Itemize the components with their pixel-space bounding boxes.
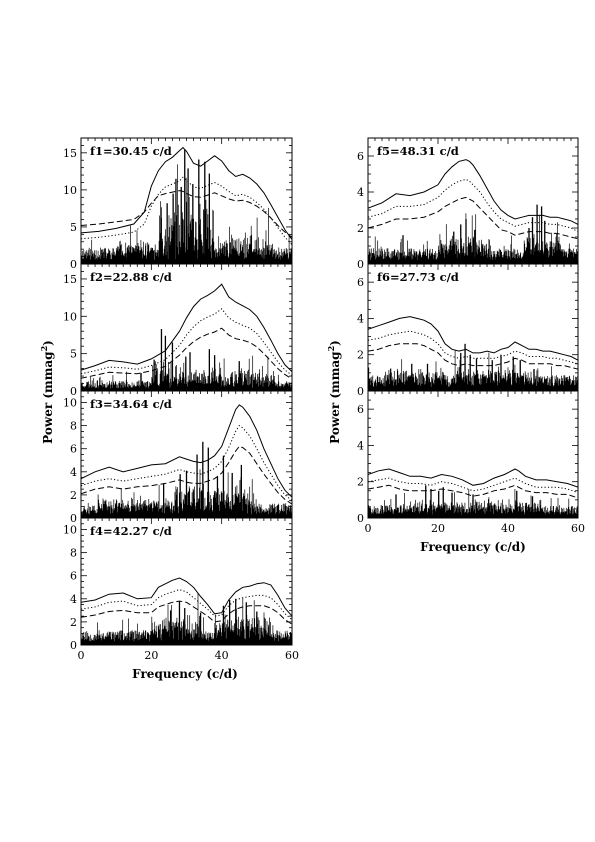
- ytick-label-p1: 0: [70, 258, 77, 271]
- ytick-label-p1: 10: [63, 184, 77, 197]
- x-axis-title-right: Frequency (c/d): [420, 540, 526, 554]
- panel-label-p4: f4=42.27 c/d: [90, 524, 172, 538]
- curve-dashed-p6: [368, 343, 578, 370]
- y-axis-title-right-sup: 2: [326, 346, 336, 352]
- spectrum-p5: [368, 213, 578, 264]
- y-axis-title-right-close: ): [328, 340, 342, 346]
- y-axis-title-left: Power (mmag2): [39, 340, 55, 444]
- ytick-label-p2: 10: [63, 310, 77, 323]
- ytick-label-p2: 5: [70, 348, 77, 361]
- xtick-label-p4: 20: [144, 649, 158, 662]
- ytick-label-p7: 0: [357, 512, 364, 525]
- ytick-label-p6: 6: [357, 276, 364, 289]
- curve-solid-p1: [81, 146, 292, 240]
- curve-dotted-p6: [368, 330, 578, 365]
- curve-dashed-p2: [81, 327, 292, 380]
- panel-p6: 0 2 4 6 f6=27.73 c/d: [357, 263, 579, 398]
- ytick-label-p1: 15: [63, 147, 77, 160]
- curve-solid-p3: [81, 404, 292, 498]
- curve-dotted-p1: [81, 176, 292, 246]
- ytick-label-p3: 8: [70, 420, 77, 433]
- panel-label-p6: f6=27.73 c/d: [377, 270, 459, 284]
- xtick-label-p7: 20: [431, 522, 445, 535]
- ytick-label-p5: 0: [357, 258, 364, 271]
- xtick-label-p7: 0: [365, 522, 372, 535]
- panel-p3: 0 2 4 6 8 10 f3=34.64 c/d: [63, 390, 293, 525]
- curve-solid-p2: [81, 283, 292, 372]
- spectrum-p1: [81, 164, 292, 264]
- y-axis-title-left-close: ): [41, 340, 55, 346]
- ytick-label-p7: 6: [357, 403, 364, 416]
- ytick-label-p3: 10: [63, 397, 77, 410]
- ytick-label-p4: 10: [63, 524, 77, 537]
- ytick-label-p4: 4: [70, 593, 77, 606]
- panel-p1: 0 5 10 15 f1=30.45 c/d: [63, 137, 293, 271]
- xtick-label-p4: 40: [215, 649, 229, 662]
- x-axis-title-left: Frequency (c/d): [132, 667, 238, 681]
- panel-label-p1: f1=30.45 c/d: [90, 144, 172, 158]
- curve-dotted-p5: [368, 178, 578, 233]
- ytick-label-p2: 0: [70, 385, 77, 398]
- panels-group: 0 5 10 15 f1=30.45 c/d 0 5 10 15 f2=22.88 c/d 0 2 4 6…: [63, 137, 585, 662]
- y-axis-title-left-main: Power (mmag: [41, 351, 55, 444]
- ytick-label-p4: 0: [70, 639, 77, 652]
- curve-solid-p4: [81, 577, 292, 617]
- curve-solid-p7: [368, 468, 578, 488]
- curve-dotted-p2: [81, 308, 292, 376]
- ytick-label-p3: 6: [70, 443, 77, 456]
- curve-dashed-p3: [81, 445, 292, 505]
- spectrum-p4: [81, 593, 292, 645]
- ytick-label-p4: 2: [70, 616, 77, 629]
- ytick-label-p7: 2: [357, 476, 364, 489]
- ytick-label-p3: 2: [70, 489, 77, 502]
- xtick-label-p4: 60: [285, 649, 299, 662]
- ytick-label-p4: 8: [70, 547, 77, 560]
- xtick-label-p7: 40: [501, 522, 515, 535]
- curve-dashed-p4: [81, 600, 292, 625]
- panel-label-p5: f5=48.31 c/d: [377, 144, 459, 158]
- curve-solid-p6: [368, 316, 578, 361]
- ytick-label-p3: 0: [70, 512, 77, 525]
- y-axis-title-right-main: Power (mmag: [328, 351, 342, 444]
- ytick-label-p7: 4: [357, 439, 364, 452]
- panel-p5: 0 2 4 6 f5=48.31 c/d: [357, 137, 579, 271]
- curve-dotted-p7: [368, 477, 578, 494]
- ytick-label-p6: 0: [357, 385, 364, 398]
- y-axis-title-left-sup: 2: [39, 346, 49, 352]
- spectrum-p6: [368, 350, 578, 391]
- ytick-label-p5: 2: [357, 222, 364, 235]
- y-axis-title-right: Power (mmag2): [326, 340, 342, 444]
- ytick-label-p2: 15: [63, 273, 77, 286]
- ytick-label-p4: 6: [70, 570, 77, 583]
- xtick-label-p4: 0: [78, 649, 85, 662]
- panel-label-p3: f3=34.64 c/d: [90, 397, 172, 411]
- curve-solid-p5: [368, 159, 578, 225]
- panel-label-p2: f2=22.88 c/d: [90, 270, 172, 284]
- panel-p2: 0 5 10 15 f2=22.88 c/d: [63, 263, 293, 398]
- xtick-label-p7: 60: [571, 522, 585, 535]
- panel-p4: 0 2 4 6 8 10 0 20 40 60 f4=42.27 c/d: [63, 517, 299, 662]
- ytick-label-p3: 4: [70, 466, 77, 479]
- ytick-label-p6: 2: [357, 349, 364, 362]
- ytick-label-p1: 5: [70, 221, 77, 234]
- curve-dashed-p1: [81, 190, 292, 238]
- curve-dashed-p5: [368, 196, 578, 240]
- ytick-label-p5: 4: [357, 186, 364, 199]
- ytick-label-p5: 6: [357, 150, 364, 163]
- curve-dashed-p7: [368, 484, 578, 499]
- curve-dotted-p4: [81, 589, 292, 620]
- ytick-label-p6: 4: [357, 312, 364, 325]
